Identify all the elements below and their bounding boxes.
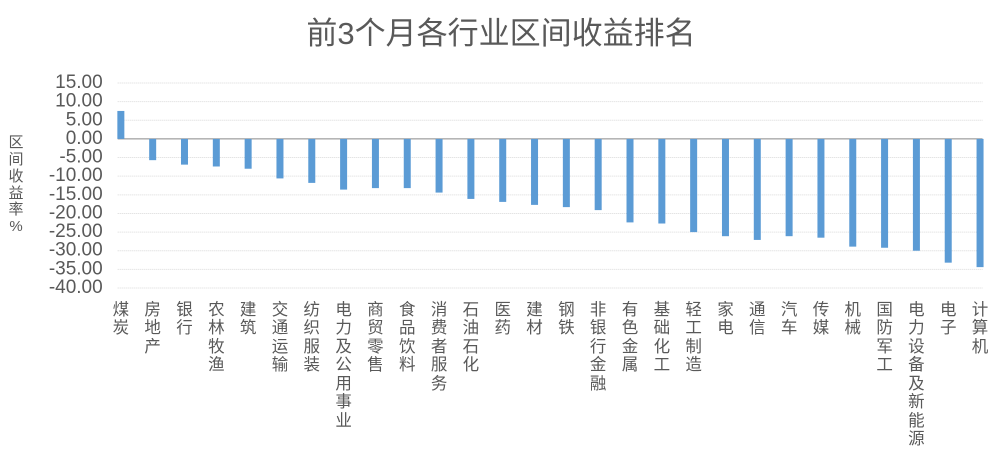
- svg-text:-40.00: -40.00: [49, 277, 103, 298]
